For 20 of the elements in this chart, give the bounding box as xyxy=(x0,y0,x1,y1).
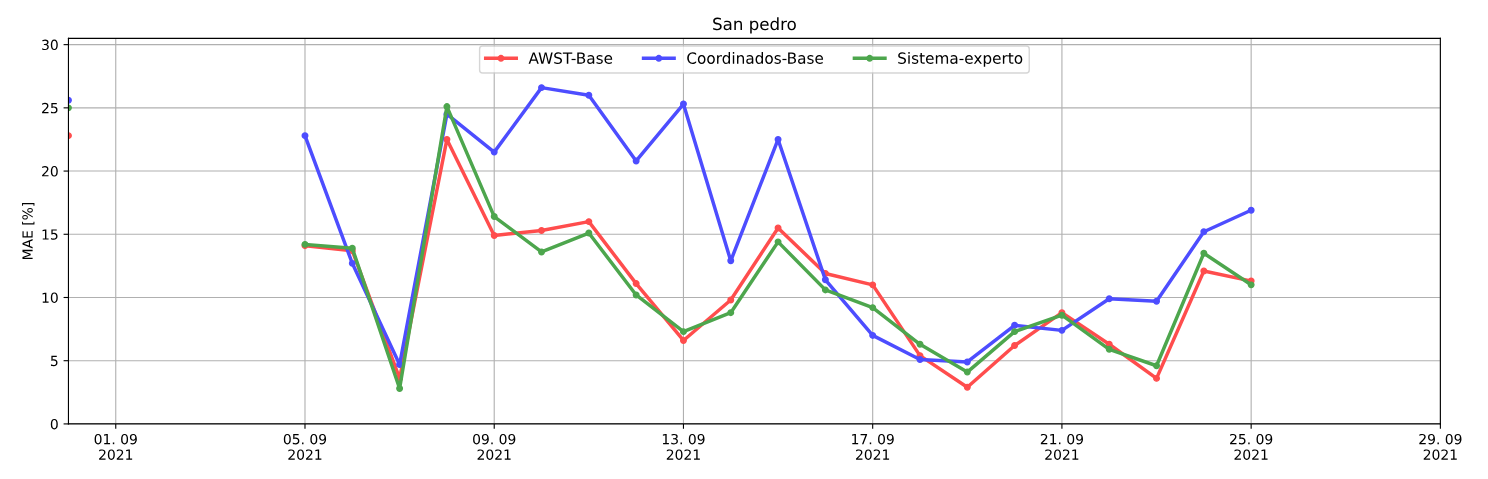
y-tick-label: 30 xyxy=(42,39,58,51)
y-tick-label: 0 xyxy=(50,418,58,430)
x-tick-label: 09. 09 2021 xyxy=(473,433,516,460)
legend-label: Sistema-experto xyxy=(898,52,1023,67)
x-tick-label: 17. 09 2021 xyxy=(852,433,894,460)
x-tick-label: 13. 09 2021 xyxy=(662,433,705,460)
y-tick-label: 20 xyxy=(42,166,58,177)
legend-label: AWST-Base xyxy=(528,52,613,64)
y-axis-title: MAE [%] xyxy=(22,202,35,260)
y-tick-label: 10 xyxy=(42,292,58,303)
x-tick-label: 05. 09 2021 xyxy=(283,433,327,460)
x-tick-label: 29. 09 2021 xyxy=(1419,433,1462,460)
chart-title: San pedro xyxy=(713,17,796,34)
y-tick-label: 25 xyxy=(42,102,58,114)
y-tick-label: 15 xyxy=(42,229,58,240)
x-tick-label: 21. 09 2021 xyxy=(1040,433,1084,460)
x-tick-label: 01. 09 2021 xyxy=(94,433,137,460)
y-tick-label: 5 xyxy=(50,355,58,367)
x-tick-label: 25. 09 2021 xyxy=(1230,433,1273,460)
legend-label: Coordinados-Base xyxy=(687,52,824,64)
